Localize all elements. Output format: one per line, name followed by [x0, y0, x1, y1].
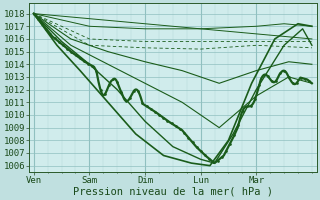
X-axis label: Pression niveau de la mer( hPa ): Pression niveau de la mer( hPa )	[73, 187, 273, 197]
